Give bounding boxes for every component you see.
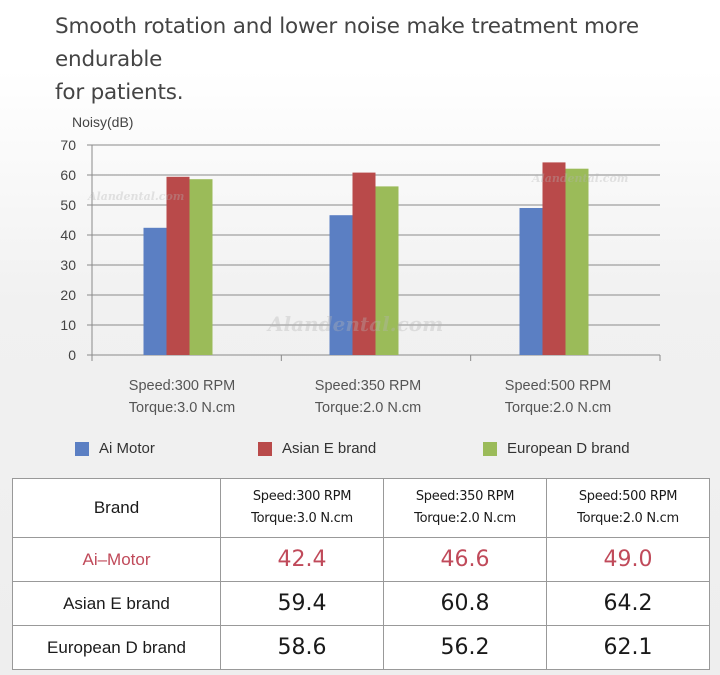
table-header-col-1: Speed:300 RPM Torque:3.0 N.cm <box>220 478 384 538</box>
noise-data-table: Brand Speed:300 RPM Torque:3.0 N.cm Spee… <box>12 478 710 670</box>
col-1-speed: Speed:300 RPM <box>252 489 352 504</box>
noise-bar-chart: Noisy(dB) 0 10 20 30 40 50 60 70 Speed:300 RPM Tor… <box>60 114 661 416</box>
table-header-col-2: Speed:350 RPM Torque:2.0 N.cm <box>383 478 547 538</box>
x-category-label: Speed:350 RPM <box>315 378 421 394</box>
row-label-ai-motor: Ai–Motor <box>12 537 221 582</box>
y-tick-label: 60 <box>60 167 76 183</box>
legend-item-european-d: European D brand <box>483 440 630 457</box>
x-category-label: Speed:500 RPM <box>505 378 611 394</box>
col-1-torque: Torque:3.0 N.cm <box>251 511 353 526</box>
bar-3-3 <box>565 168 589 355</box>
page-heading: Smooth rotation and lower noise make tre… <box>55 10 695 109</box>
y-tick-label: 20 <box>60 287 76 303</box>
col-2-torque: Torque:2.0 N.cm <box>414 511 516 526</box>
bar-1-3 <box>519 208 543 355</box>
y-tick-label: 70 <box>60 137 76 153</box>
x-category-label: Torque:3.0 N.cm <box>129 400 235 416</box>
watermark-2: Alandental.com <box>268 312 444 336</box>
bar-2-3 <box>542 162 566 355</box>
cell-euro-300: 58.6 <box>220 625 384 670</box>
cell-asian-300: 59.4 <box>220 581 384 626</box>
legend-swatch-european-d <box>483 441 497 456</box>
col-3-torque: Torque:2.0 N.cm <box>577 511 679 526</box>
y-axis-title: Noisy(dB) <box>72 114 133 130</box>
y-tick-label: 0 <box>68 347 76 363</box>
y-tick-label: 30 <box>60 257 76 273</box>
watermark-1: Alandental.com <box>88 190 185 203</box>
cell-ai-500: 49.0 <box>546 537 710 582</box>
legend-label-european-d: European D brand <box>507 440 630 457</box>
table-header-brand: Brand <box>12 478 221 538</box>
heading-line-2: for patients. <box>55 80 184 105</box>
legend-item-asian-e: Asian E brand <box>258 440 376 457</box>
bar-3-1 <box>189 179 213 355</box>
cell-euro-350: 56.2 <box>383 625 547 670</box>
row-label-asian-e: Asian E brand <box>12 581 221 626</box>
legend-label-ai-motor: Ai Motor <box>99 440 155 457</box>
legend-item-ai-motor: Ai Motor <box>75 440 155 457</box>
cell-asian-500: 64.2 <box>546 581 710 626</box>
col-3-speed: Speed:500 RPM <box>578 489 678 504</box>
x-category-label: Torque:2.0 N.cm <box>505 400 611 416</box>
cell-euro-500: 62.1 <box>546 625 710 670</box>
cell-asian-350: 60.8 <box>383 581 547 626</box>
bar-2-2 <box>352 172 376 355</box>
legend-swatch-asian-e <box>258 441 272 456</box>
cell-ai-350: 46.6 <box>383 537 547 582</box>
x-category-label: Speed:300 RPM <box>129 378 235 394</box>
bar-3-2 <box>375 186 399 355</box>
legend-swatch-ai-motor <box>75 441 89 456</box>
table-row: European D brand 58.6 56.2 62.1 <box>12 625 710 670</box>
col-2-speed: Speed:350 RPM <box>415 489 515 504</box>
bar-1-1 <box>143 227 167 355</box>
y-tick-label: 10 <box>60 317 76 333</box>
chart-legend: Ai Motor Asian E brand European D brand <box>0 440 720 462</box>
bar-1-2 <box>329 215 353 355</box>
table-row: Asian E brand 59.4 60.8 64.2 <box>12 581 710 626</box>
bar-2-1 <box>166 176 190 355</box>
table-header-row: Brand Speed:300 RPM Torque:3.0 N.cm Spee… <box>12 478 710 538</box>
cell-ai-300: 42.4 <box>220 537 384 582</box>
y-tick-label: 50 <box>60 197 76 213</box>
heading-line-1: Smooth rotation and lower noise make tre… <box>55 14 639 72</box>
table-row: Ai–Motor 42.4 46.6 49.0 <box>12 537 710 582</box>
row-label-european-d: European D brand <box>12 625 221 670</box>
legend-label-asian-e: Asian E brand <box>282 440 377 457</box>
x-category-label: Torque:2.0 N.cm <box>315 400 421 416</box>
y-tick-label: 40 <box>60 227 76 243</box>
table-header-col-3: Speed:500 RPM Torque:2.0 N.cm <box>546 478 710 538</box>
watermark-3: Alandental.com <box>532 172 629 185</box>
